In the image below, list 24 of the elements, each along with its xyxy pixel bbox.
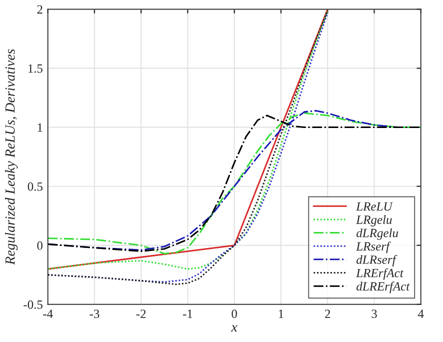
x-tick-label: -4 — [43, 310, 53, 318]
x-tick-label: 4 — [418, 310, 424, 318]
x-tick-label: 1 — [278, 310, 284, 318]
x-tick-label: 0 — [232, 310, 237, 318]
x-tick-label: -2 — [136, 310, 146, 318]
x-tick-label: 3 — [372, 310, 377, 318]
x-tick-label: -3 — [90, 310, 100, 318]
legend-label: dLRserf — [356, 254, 398, 266]
y-axis-title: Regularized Leaky ReLUs, Derivatives — [5, 49, 18, 265]
x-axis-title: x — [231, 325, 238, 332]
y-tick-label: -0.5 — [24, 300, 42, 309]
y-tick-label: 2 — [37, 5, 42, 14]
y-tick-label: 1.5 — [28, 64, 42, 73]
legend-label: LReLU — [356, 202, 393, 211]
y-tick-label: 1 — [38, 123, 42, 132]
legend-label: LRErfAct — [356, 268, 404, 280]
x-tick-label: 2 — [325, 310, 330, 318]
legend-label: dLRgelu — [356, 228, 398, 240]
y-tick-label: 0.5 — [28, 182, 42, 191]
legend-label: LRgelu — [356, 215, 392, 226]
legend-label: dLRErfAct — [356, 282, 410, 294]
legend-label: LRserf — [356, 242, 391, 254]
x-tick-label: -1 — [182, 310, 192, 318]
y-tick-label: 0 — [37, 241, 43, 250]
